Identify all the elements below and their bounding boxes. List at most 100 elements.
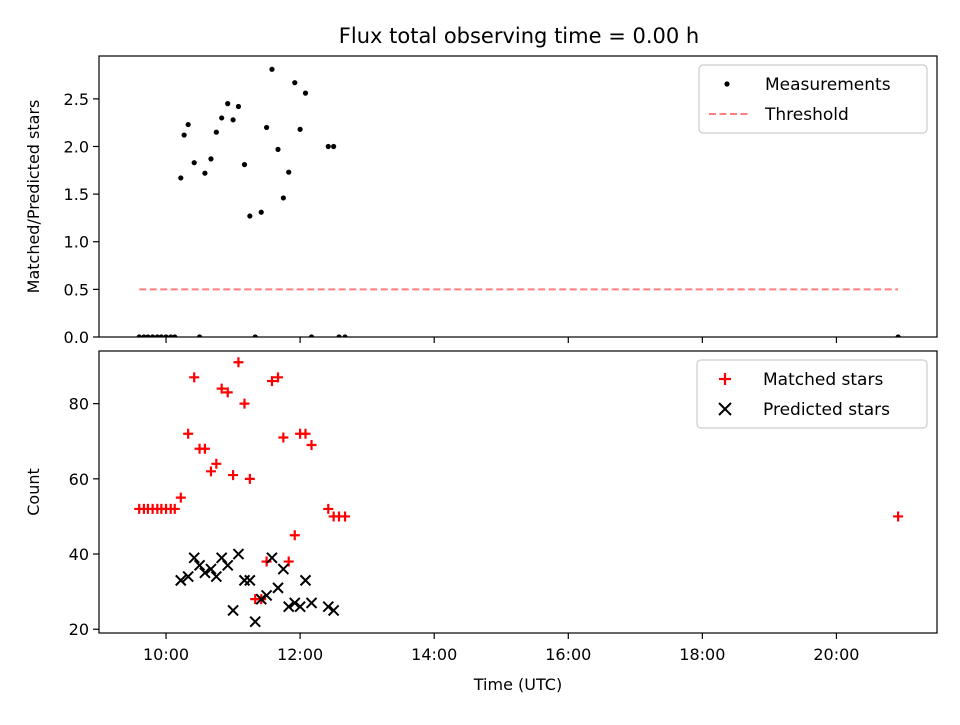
matched-star-point — [233, 357, 244, 368]
x-tick-label: 16:00 — [545, 645, 591, 664]
legend: Matched stars Predicted stars — [696, 359, 928, 429]
measurement-point — [136, 334, 142, 337]
chart-title: Flux total observing time = 0.00 h — [339, 24, 699, 48]
measurement-point — [181, 132, 187, 138]
measurement-point — [252, 334, 258, 337]
measurement-point — [258, 209, 264, 215]
measurement-point — [325, 143, 331, 150]
predicted-star-point — [322, 600, 334, 613]
measurement-point — [185, 121, 191, 128]
matched-star-point — [199, 443, 210, 454]
matched-star-point — [306, 440, 317, 450]
measurement-point — [158, 334, 164, 337]
predicted-star-point — [227, 604, 239, 617]
x-tick-label: 10:00 — [143, 645, 189, 664]
measurement-point — [230, 117, 236, 123]
predicted-star-point — [327, 604, 340, 617]
matched-star-point — [323, 503, 334, 514]
matched-star-point — [340, 511, 351, 522]
measurement-point — [247, 213, 253, 219]
measurement-point — [331, 143, 337, 150]
y-tick-label: 0.0 — [64, 328, 89, 347]
predicted-star-point — [260, 589, 273, 602]
matched-star-point — [169, 503, 180, 514]
matched-star-point — [244, 473, 255, 484]
predicted-star-point — [294, 600, 306, 613]
measurement-point — [145, 334, 151, 337]
y-tick-label: 0.5 — [64, 280, 89, 299]
matched-star-point — [216, 383, 227, 394]
legend-matched-swatch — [719, 373, 731, 385]
legend-box — [696, 359, 928, 429]
y-tick-label: 1.0 — [64, 233, 89, 252]
y-axis-label: Matched/Predicted stars — [24, 100, 43, 294]
predicted-star-point — [215, 552, 228, 564]
legend-label: Matched stars — [763, 370, 883, 390]
matched-star-point — [266, 376, 277, 387]
y-tick-label: 60 — [69, 470, 89, 489]
measurement-point — [241, 161, 248, 168]
measurement-point — [308, 334, 315, 337]
x-axis-label: Time (UTC) — [473, 675, 562, 694]
matched-star-point — [205, 466, 216, 477]
predicted-star-point — [305, 597, 318, 609]
y-tick-label: 20 — [69, 620, 89, 639]
x-tick-label: 14:00 — [411, 645, 457, 664]
measurement-point — [342, 334, 348, 337]
matched-star-point — [300, 428, 311, 439]
matched-star-point — [175, 492, 186, 503]
axes-frame — [98, 350, 938, 634]
measurement-point — [269, 66, 275, 72]
y-tick-label: 80 — [69, 395, 89, 414]
predicted-star-point — [249, 616, 261, 628]
matched-star-point — [278, 432, 289, 443]
predicted-star-point — [255, 593, 267, 605]
predicted-star-point — [272, 582, 284, 594]
measurement-point — [163, 334, 169, 337]
matched-star-point — [289, 530, 300, 541]
x-tick-label: 20:00 — [813, 645, 859, 664]
predicted-star-point — [188, 552, 200, 564]
legend-predicted-swatch — [718, 402, 732, 416]
matched-star-point — [228, 470, 239, 481]
y-tick-label: 40 — [69, 545, 89, 564]
predicted-star-point — [210, 570, 223, 583]
predicted-star-point — [232, 548, 245, 560]
predicted-star-point — [277, 563, 290, 575]
measurement-point — [191, 160, 197, 166]
measurement-point — [297, 126, 303, 132]
predicted-star-point — [289, 597, 301, 609]
measurement-point — [202, 170, 208, 176]
legend-measurement-swatch — [724, 81, 730, 87]
measurement-point — [235, 103, 242, 110]
matched-star-point — [893, 511, 904, 522]
predicted-star-point — [199, 567, 211, 579]
y-axis-label: Count — [24, 468, 43, 516]
measurement-point — [141, 334, 147, 337]
legend-box — [698, 64, 928, 134]
matched-star-point — [261, 556, 272, 567]
axes-frame — [98, 55, 938, 338]
matched-star-point — [239, 398, 250, 409]
legend-label: Measurements — [765, 75, 891, 95]
panel-1: 0.0 0.5 1.0 1.5 2.0 2.5 Matched/Predicted star… — [24, 55, 938, 347]
matched-star-point — [272, 372, 283, 383]
measurement-point — [336, 334, 342, 337]
matched-star-point — [211, 458, 222, 469]
measurement-point — [208, 156, 214, 162]
measurement-point — [275, 146, 281, 152]
measurement-point — [196, 334, 203, 337]
measurement-point — [213, 129, 219, 135]
measurement-point — [219, 115, 225, 121]
legend-label: Predicted stars — [763, 400, 890, 420]
panel-2: 20 40 60 80 10:00 12:00 14:00 16:00 18:00 20:00 Co… — [24, 350, 938, 694]
legend-label: Threshold — [764, 105, 849, 125]
measurement-point — [280, 195, 286, 201]
y-tick-label: 1.5 — [64, 185, 89, 204]
predicted-star-point — [266, 552, 278, 564]
measurement-point — [150, 334, 156, 337]
predicted-star-point — [283, 600, 295, 613]
series-layer — [134, 357, 904, 628]
